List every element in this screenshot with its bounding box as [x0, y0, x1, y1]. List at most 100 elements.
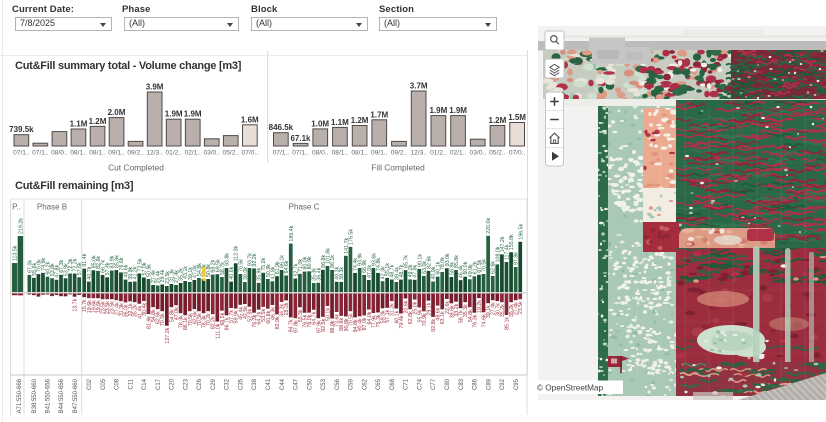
svg-text:147.2k: 147.2k [500, 236, 506, 252]
svg-text:C02: C02 [87, 378, 93, 390]
svg-text:3.7M: 3.7M [410, 82, 428, 91]
svg-text:39.6k: 39.6k [449, 305, 455, 318]
svg-text:Phase C: Phase C [289, 203, 320, 212]
svg-text:40.9k: 40.9k [431, 266, 437, 279]
svg-text:57.0k: 57.0k [142, 262, 148, 275]
svg-text:41.4k: 41.4k [137, 305, 143, 318]
svg-text:Fill Completed: Fill Completed [371, 163, 425, 173]
svg-text:85.8k: 85.8k [454, 255, 460, 268]
svg-text:80.0k: 80.0k [303, 256, 309, 269]
svg-text:19.6k: 19.6k [96, 300, 102, 313]
svg-text:76.6k: 76.6k [119, 257, 125, 270]
svg-text:05/2..: 05/2.. [223, 150, 240, 157]
svg-text:60.8k: 60.8k [266, 310, 272, 323]
svg-text:85.7k: 85.7k [404, 255, 410, 268]
svg-text:70.2k: 70.2k [206, 313, 212, 326]
svg-text:C17: C17 [156, 378, 162, 390]
svg-text:48.6k: 48.6k [124, 264, 130, 277]
svg-text:C56: C56 [335, 378, 341, 390]
svg-text:71.0k: 71.0k [298, 259, 304, 272]
svg-text:66.9k: 66.9k [362, 260, 368, 273]
svg-text:1.1M: 1.1M [70, 120, 88, 129]
svg-text:78.3k: 78.3k [202, 315, 208, 328]
svg-text:90.8k: 90.8k [344, 318, 350, 331]
svg-text:19.6k: 19.6k [87, 300, 93, 313]
svg-text:1.2M: 1.2M [351, 116, 369, 125]
svg-text:70.5k: 70.5k [160, 313, 166, 326]
svg-text:67.5k: 67.5k [477, 259, 483, 272]
svg-text:39.1k: 39.1k [188, 267, 194, 280]
svg-text:61.9k: 61.9k [275, 261, 281, 274]
svg-text:72.3k: 72.3k [68, 258, 74, 271]
svg-text:68.5k: 68.5k [220, 312, 226, 325]
svg-text:62.8k: 62.8k [408, 311, 414, 324]
svg-text:27.4k: 27.4k [174, 270, 180, 283]
svg-text:07/1..: 07/1.. [32, 150, 49, 157]
svg-text:C11: C11 [128, 378, 134, 389]
svg-text:90.1k: 90.1k [417, 254, 423, 267]
svg-text:41.2k: 41.2k [133, 266, 139, 279]
svg-text:C32: C32 [225, 378, 231, 390]
svg-text:78.0k: 78.0k [440, 257, 446, 270]
svg-text:54.8k: 54.8k [468, 309, 474, 322]
svg-text:60.1k: 60.1k [394, 310, 400, 323]
svg-text:45.4k: 45.4k [238, 306, 244, 319]
svg-text:117.4k: 117.4k [504, 244, 510, 260]
svg-text:141.7k: 141.7k [344, 238, 350, 254]
svg-text:189.4k: 189.4k [289, 225, 295, 241]
svg-text:75.3k: 75.3k [376, 314, 382, 327]
svg-text:C83: C83 [459, 378, 465, 390]
svg-text:93.0k: 93.0k [445, 253, 451, 266]
svg-text:29.1k: 29.1k [426, 302, 432, 315]
svg-text:08/1..: 08/1.. [89, 150, 106, 157]
svg-text:846.5k: 846.5k [269, 123, 294, 132]
svg-text:52.9k: 52.9k [247, 308, 253, 321]
svg-text:07/1..: 07/1.. [273, 150, 290, 157]
svg-text:219.2k: 219.2k [18, 218, 24, 234]
svg-text:36.4k: 36.4k [316, 267, 322, 280]
svg-text:74.9k: 74.9k [41, 258, 47, 271]
svg-text:23.5k: 23.5k [518, 301, 524, 314]
svg-text:13.7k: 13.7k [73, 298, 79, 311]
svg-text:P..: P.. [12, 203, 21, 212]
svg-text:29.4k: 29.4k [160, 269, 166, 282]
svg-text:86.8k: 86.8k [321, 255, 327, 268]
svg-text:127.2k: 127.2k [165, 327, 171, 343]
svg-text:64.7k: 64.7k [312, 311, 318, 324]
svg-text:A71:550-666: A71:550-666 [17, 378, 23, 413]
svg-text:C44: C44 [280, 378, 286, 390]
svg-text:53.5k: 53.5k [261, 309, 267, 322]
svg-text:81.6k: 81.6k [146, 316, 152, 329]
svg-text:07/0..: 07/0.. [509, 150, 526, 157]
svg-text:64.6k: 64.6k [284, 260, 290, 273]
svg-text:39.3k: 39.3k [339, 267, 345, 280]
svg-text:02/1..: 02/1.. [450, 150, 467, 157]
svg-text:70.5k: 70.5k [188, 313, 194, 326]
svg-text:59.9k: 59.9k [234, 310, 240, 323]
svg-text:35.2k: 35.2k [179, 268, 185, 281]
svg-text:61.2k: 61.2k [472, 261, 478, 274]
svg-text:48.6k: 48.6k [436, 307, 442, 320]
svg-text:74.4k: 74.4k [353, 258, 359, 271]
svg-text:76.5k: 76.5k [303, 314, 309, 327]
svg-text:39.0k: 39.0k [243, 267, 249, 280]
svg-text:30.7k: 30.7k [495, 303, 501, 316]
svg-text:35.2k: 35.2k [500, 304, 506, 317]
svg-text:23.5k: 23.5k [101, 301, 107, 314]
svg-text:72.5k: 72.5k [137, 258, 143, 271]
svg-text:39.4k: 39.4k [394, 267, 400, 280]
svg-text:43.1k: 43.1k [183, 266, 189, 279]
svg-text:C74: C74 [418, 378, 424, 390]
svg-text:112.3k: 112.3k [234, 245, 240, 261]
svg-text:739.5k: 739.5k [9, 125, 34, 134]
svg-text:92.8k: 92.8k [431, 319, 437, 332]
svg-text:© OpenStreetMap: © OpenStreetMap [537, 384, 604, 393]
svg-text:60.1k: 60.1k [436, 261, 442, 274]
svg-text:86.1k: 86.1k [183, 317, 189, 330]
svg-text:55.6k: 55.6k [32, 262, 38, 275]
svg-text:53.8k: 53.8k [50, 263, 56, 276]
svg-text:C23: C23 [183, 378, 189, 390]
svg-text:54.8k: 54.8k [169, 309, 175, 322]
svg-text:82.6k: 82.6k [96, 256, 102, 269]
svg-text:70.5k: 70.5k [482, 259, 488, 272]
